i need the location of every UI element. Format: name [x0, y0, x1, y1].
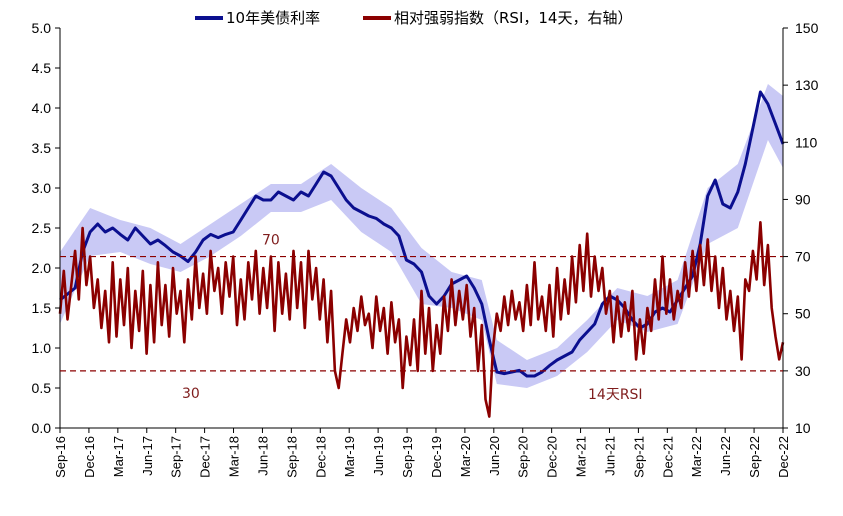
x-tick-label: Dec-22: [776, 436, 791, 478]
y-right-tick-label: 110: [795, 134, 818, 150]
ref-label-30: 30: [182, 386, 200, 402]
legend: 10年美债利率 相对强弱指数（RSI，14天，右轴）: [195, 9, 632, 27]
x-tick-label: Sep-17: [169, 436, 184, 478]
y-left-tick-label: 1.0: [32, 340, 52, 356]
axes: [59, 28, 784, 429]
legend-label-rsi: 相对强弱指数（RSI，14天，右轴）: [394, 9, 632, 27]
y-left-tick-label: 3.0: [32, 180, 52, 196]
x-tick-label: Jun-20: [487, 436, 502, 476]
y-left-tick-label: 5.0: [32, 20, 52, 36]
reference-lines: 70 30 14天RSI: [60, 233, 783, 403]
x-tick-label: Mar-21: [574, 436, 589, 477]
y-right-ticks: 10 30 50 70 90 110 130 150: [783, 20, 819, 436]
ref-label-70: 70: [262, 233, 280, 249]
y-left-tick-label: 0.0: [32, 420, 52, 436]
y-left-tick-label: 2.5: [32, 220, 52, 236]
x-tick-label: Jun-22: [718, 436, 733, 476]
x-tick-label: Mar-19: [342, 436, 357, 477]
x-tick-label: Jun-21: [602, 436, 617, 476]
x-tick-label: Jun-19: [371, 436, 386, 476]
y-left-tick-label: 3.5: [32, 140, 52, 156]
y-left-tick-label: 0.5: [32, 380, 52, 396]
legend-label-treasury-yield: 10年美债利率: [226, 9, 320, 27]
y-right-tick-label: 70: [795, 249, 811, 265]
y-right-tick-label: 10: [795, 420, 811, 436]
x-tick-label: Sep-16: [53, 436, 68, 478]
x-tick-label: Dec-19: [429, 436, 444, 478]
annotation-14-day-rsi: 14天RSI: [588, 387, 643, 403]
y-right-tick-label: 150: [795, 20, 819, 36]
x-ticks: Sep-16 Dec-16 Mar-17 Jun-17 Sep-17 Dec-17 Mar-…: [53, 428, 791, 478]
y-right-tick-label: 90: [795, 191, 811, 207]
x-tick-label: Mar-22: [689, 436, 704, 477]
x-tick-label: Sep-20: [516, 436, 531, 478]
x-tick-label: Jun-17: [140, 436, 155, 476]
x-tick-label: Mar-17: [111, 436, 126, 477]
x-tick-label: Sep-22: [747, 436, 762, 478]
y-left-tick-label: 4.5: [32, 60, 52, 76]
y-left-tick-label: 4.0: [32, 100, 52, 116]
y-right-tick-label: 130: [795, 77, 819, 93]
x-tick-label: Dec-17: [198, 436, 213, 478]
y-right-tick-label: 50: [795, 306, 811, 322]
y-right-tick-label: 30: [795, 363, 811, 379]
x-tick-label: Sep-18: [284, 436, 299, 478]
y-left-tick-label: 1.5: [32, 300, 52, 316]
x-tick-label: Mar-18: [227, 436, 242, 477]
plot-area: [58, 84, 785, 418]
x-tick-label: Mar-20: [458, 436, 473, 477]
x-tick-label: Sep-19: [400, 436, 415, 478]
x-tick-label: Jun-18: [255, 436, 270, 476]
y-left-ticks: 0.0 0.5 1.0 1.5 2.0 2.5 3.0 3.5 4.0 4.5 5.0: [32, 20, 60, 436]
x-tick-label: Sep-21: [631, 436, 646, 478]
series-line-treasury-yield: [59, 90, 785, 378]
x-tick-label: Dec-20: [545, 436, 560, 478]
x-tick-label: Dec-21: [660, 436, 675, 478]
x-tick-label: Dec-18: [313, 436, 328, 478]
yield-band-0: [60, 84, 783, 388]
x-tick-label: Dec-16: [82, 436, 97, 478]
y-left-tick-label: 2.0: [32, 260, 52, 276]
